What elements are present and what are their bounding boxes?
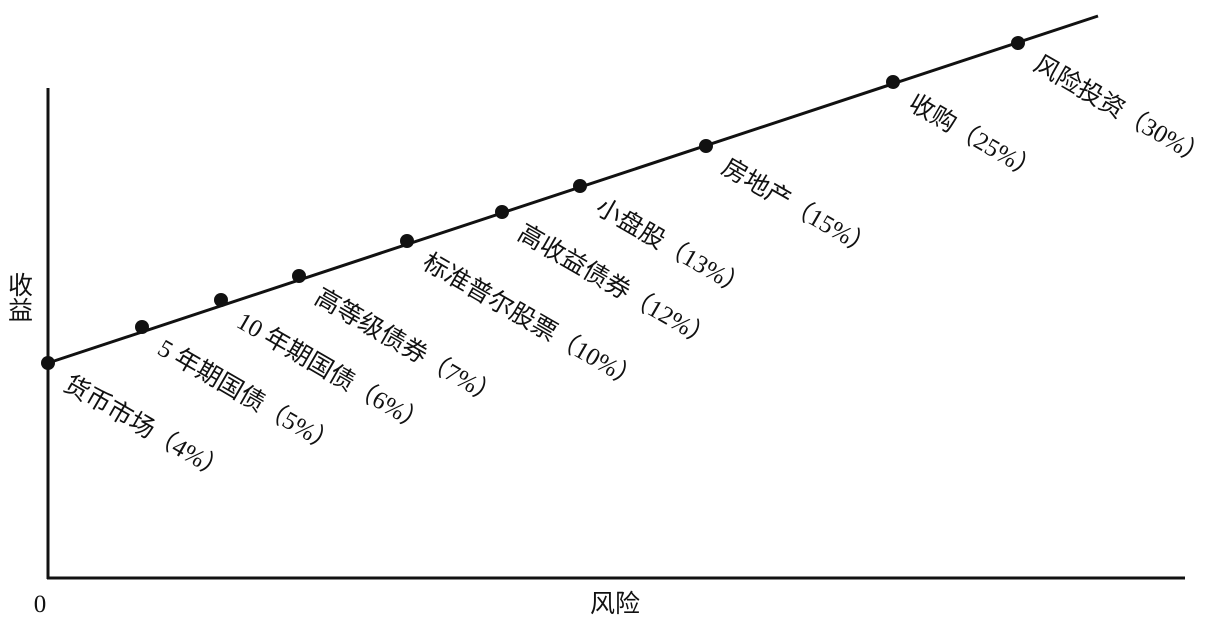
node-dot xyxy=(573,179,587,193)
node-dot xyxy=(41,356,55,370)
origin-label: 0 xyxy=(34,591,47,618)
node-dot xyxy=(886,75,900,89)
node-dot xyxy=(699,139,713,153)
node-dot xyxy=(214,293,228,307)
node-dot xyxy=(292,269,306,283)
x-axis-label: 风险 xyxy=(590,590,640,618)
node-label: 房地产（15%） xyxy=(717,153,879,263)
node-dot xyxy=(495,205,509,219)
node-dot xyxy=(400,234,414,248)
node-dot xyxy=(135,320,149,334)
y-axis-label: 收益 xyxy=(5,272,33,322)
nodes: 货币市场（4%）5 年期国债（5%）10 年期国债（6%）高等级债券（7%）标准… xyxy=(41,36,1213,486)
node-dot xyxy=(1011,36,1025,50)
risk-return-line xyxy=(47,14,1099,365)
node-label: 风险投资（30%） xyxy=(1029,50,1213,172)
node-label: 收购（25%） xyxy=(904,89,1044,186)
